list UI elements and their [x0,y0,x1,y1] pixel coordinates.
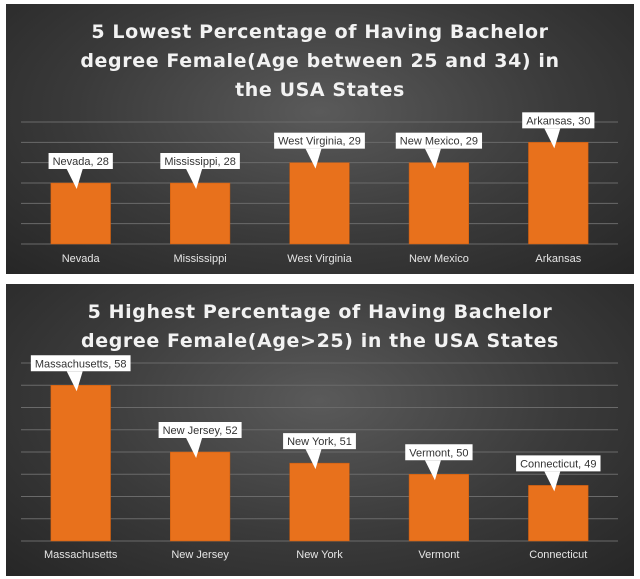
bar [409,474,469,541]
callout-box [30,355,131,372]
category-label: New Jersey [171,549,229,561]
data-label: Connecticut, 49 [516,455,601,492]
category-label: Massachusetts [44,549,118,561]
data-label-text: Vermont, 50 [409,447,468,459]
data-label: Vermont, 50 [405,444,473,481]
bar-outline [289,162,350,245]
data-label-text: New Jersey, 52 [163,425,238,437]
callout-pointer [544,471,561,492]
data-label: New Mexico, 29 [395,132,483,169]
callout-box [405,444,473,461]
bar [528,142,589,244]
category-label: Connecticut [529,549,587,561]
callout-box [48,153,113,169]
bar-outline [50,182,111,245]
bar-outline [170,451,231,542]
data-label: New Jersey, 52 [158,422,242,458]
callout-box [516,455,601,472]
bar [289,162,350,244]
bar [409,162,469,244]
data-label: Mississippi, 28 [160,153,240,189]
bar-outline [528,485,589,542]
bar-outline [528,142,589,245]
callout-box [283,433,356,450]
category-label: West Virginia [287,253,352,265]
bar [170,452,230,541]
data-label-text: Mississippi, 28 [164,156,236,168]
data-label-text: Massachusetts, 58 [35,358,127,370]
chart-panel-lowest: 5 Lowest Percentage of Having Bachelor d… [6,4,634,274]
data-label-text: Nevada, 28 [53,156,109,168]
bar-chart-lowest: Nevada, 28 Nevada Mississippi, 28 Mississip… [21,112,618,265]
callout-pointer [66,371,83,392]
category-label: New York [296,549,343,561]
bar-outline [289,462,350,542]
callout-box [158,422,242,438]
chart-title: 5 Lowest Percentage of Having Bachelor d… [80,21,560,101]
bar [50,183,111,244]
data-label-text: New Mexico, 29 [400,136,478,148]
data-label: Arkansas, 30 [522,112,595,149]
category-label: Arkansas [535,253,581,265]
callout-pointer [305,148,322,169]
callout-pointer [424,460,441,481]
chart-panel-highest: 5 Highest Percentage of Having Bachelor … [6,284,634,576]
callout-box [274,132,365,149]
data-label-text: Connecticut, 49 [520,458,596,470]
callout-box [522,112,595,129]
callout-pointer [66,169,83,189]
bar [170,183,230,244]
callout-box [160,153,240,169]
bar-outline [408,474,469,542]
bar-chart-highest: Massachusetts, 58 Massachusetts New Jersey… [21,355,618,561]
chart-title: 5 Highest Percentage of Having Bachelor … [81,301,559,352]
category-label: Nevada [62,253,101,265]
callout-box [395,132,483,149]
bar-outline [170,182,231,245]
bar [50,385,111,541]
callout-pointer [186,438,203,458]
data-label-text: Arkansas, 30 [526,115,590,127]
category-label: Mississippi [174,253,227,265]
data-label-text: West Virginia, 29 [278,136,361,148]
callout-pointer [305,449,322,470]
bar [528,485,589,541]
category-label: New Mexico [409,253,469,265]
data-label: Massachusetts, 58 [30,355,131,392]
callout-pointer [544,128,561,149]
bar-outline [408,162,469,245]
category-label: Vermont [418,549,459,561]
data-label: West Virginia, 29 [274,132,365,169]
callout-pointer [424,148,441,169]
data-label-text: New York, 51 [287,436,352,448]
callout-pointer [186,169,203,189]
data-label: Nevada, 28 [48,153,113,189]
data-label: New York, 51 [283,433,356,470]
bar-outline [50,385,111,542]
bar [289,463,350,541]
